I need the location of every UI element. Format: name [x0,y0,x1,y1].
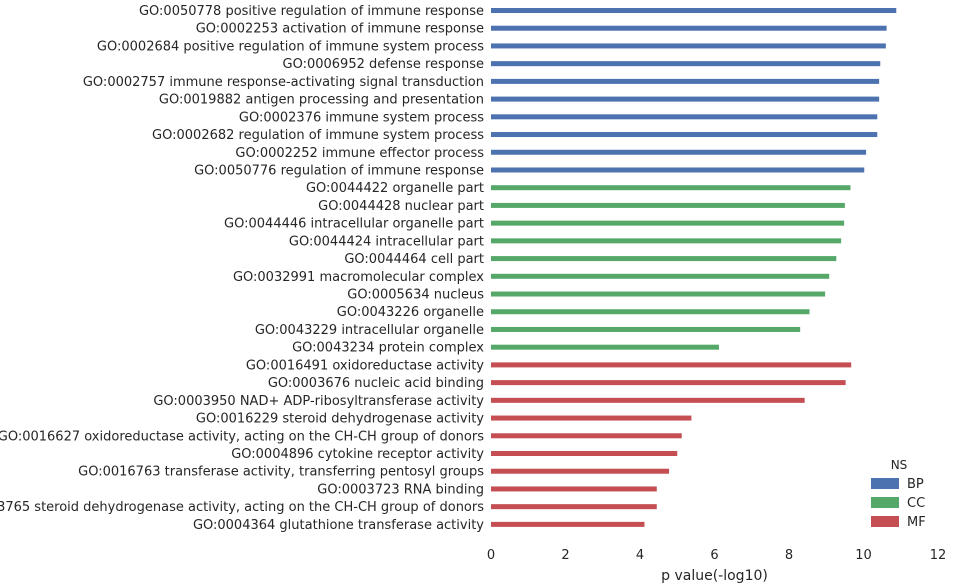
category-label: GO:0016763 transferase activity, transfe… [78,465,484,480]
bar-go-0016491 [491,362,852,368]
category-label: GO:0003723 RNA binding [317,482,484,497]
legend-title: NS [891,458,908,472]
category-label: GO:0050778 positive regulation of immune… [139,4,484,19]
category-label: GO:0002684 positive regulation of immune… [97,39,484,54]
category-label: GO:0002253 activation of immune response [196,22,484,37]
bar-go-0044424 [491,238,842,244]
bar-go-0044422 [491,185,851,191]
bar-go-0004896 [491,451,678,456]
bar-go-0003950 [491,397,805,403]
bar-go-0003723 [491,486,657,492]
x-tick-label: 8 [785,548,793,563]
bar-go-0002757 [491,78,880,84]
bar-go-0004364 [491,521,645,527]
bar-go-0003676 [491,380,846,386]
bar-go-0016627 [491,433,682,439]
legend-swatch-bp [871,478,899,489]
x-tick-label: 10 [855,548,872,563]
category-label: GO:0050776 regulation of immune response [194,163,484,178]
legend-label-mf: MF [907,515,926,530]
legend-entries-group: BP CC MF [871,477,926,530]
category-label: GO:0002376 immune system process [239,110,484,125]
bar-go-0002684 [491,43,886,49]
category-label: GO:0044422 organelle part [306,181,484,196]
legend-label-bp: BP [907,477,924,492]
category-label: GO:0043226 organelle [337,305,484,320]
bar-go-0044464 [491,256,837,262]
category-label: GO:0019882 antigen processing and presen… [159,93,484,108]
category-label: GO:0032991 macromolecular complex [233,270,484,285]
bar-go-0016229 [491,415,692,421]
legend-swatch-cc [871,497,899,508]
category-label: GO:0016491 oxidoreductase activity [246,358,484,373]
x-tick-label: 2 [561,548,569,563]
category-label: GO:0044446 intracellular organelle part [224,217,484,232]
x-tick-label: 6 [710,548,718,563]
bar-go-0044428 [491,202,845,208]
x-axis-ticks-group: 0 2 4 6 8 10 12 [487,548,946,563]
bar-go-0005634 [491,291,826,297]
bar-go-0002376 [491,114,878,120]
category-label: GO:0006952 defense response [283,57,485,72]
bar-go-0016763 [491,468,670,474]
category-label: GO:0003950 NAD+ ADP-ribosyltransferase a… [153,394,484,409]
category-label: GO:0002757 immune response-activating si… [83,75,484,90]
category-label: GO:0016627 oxidoreductase activity, acti… [0,429,484,444]
bars-group [491,8,897,527]
category-label: GO:0005634 nucleus [347,288,484,303]
category-label: GO:0003676 nucleic acid binding [268,376,484,391]
bar-go-0050776 [491,167,865,173]
bar-go-0043226 [491,309,810,315]
x-tick-label: 4 [636,548,644,563]
category-label: GO:0043229 intracellular organelle [255,323,484,338]
bar-go-0006952 [491,61,881,67]
legend-label-cc: CC [907,496,925,511]
category-label: GO:0016229 steroid dehydrogenase activit… [196,412,484,427]
x-tick-label: 12 [930,548,947,563]
bar-go-0033765 [491,504,657,510]
category-label: GO:0043234 protein complex [292,341,484,356]
bar-go-0043229 [491,326,801,332]
bar-go-0002252 [491,149,867,155]
category-label: GO:0044424 intracellular part [289,234,484,249]
bar-go-0044446 [491,220,845,226]
bar-go-0019882 [491,96,880,102]
bar-go-0050778 [491,8,897,13]
category-label: GO:0004364 glutathione transferase activ… [193,518,484,533]
bar-go-0043234 [491,344,719,350]
category-labels-group: GO:0050778 positive regulation of immune… [0,4,484,533]
category-label: GO:0002682 regulation of immune system p… [152,128,484,143]
category-label: GO:0044464 cell part [344,252,484,267]
category-label: GO:0004896 cytokine receptor activity [231,447,484,462]
x-axis-title: p value(-log10) [661,568,768,584]
bar-go-0032991 [491,273,830,279]
bar-go-0002682 [491,132,878,138]
legend-swatch-mf [871,516,899,527]
category-label: GO:0044428 nuclear part [318,199,484,214]
legend: NS BP CC MF [871,458,926,530]
x-tick-label: 0 [487,548,495,563]
bar-go-0002253 [491,25,887,31]
category-label: GO:0002252 immune effector process [235,146,484,161]
category-label: GO:0033765 steroid dehydrogenase activit… [0,500,484,515]
